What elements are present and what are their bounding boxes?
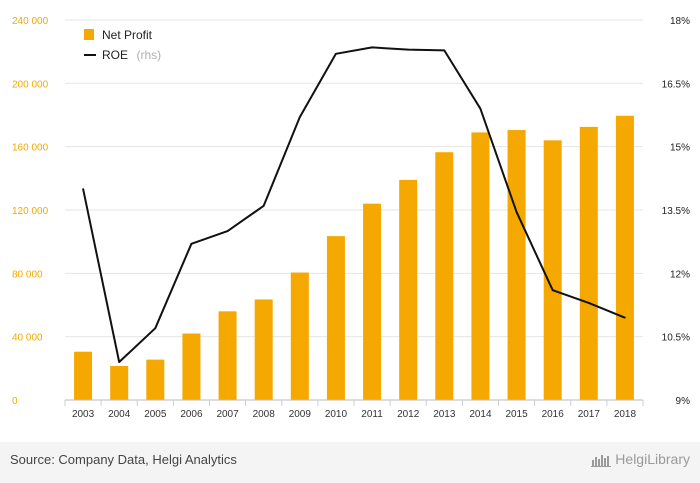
y-right-tick-label: 16.5% — [662, 79, 690, 90]
combo-chart: 0 40 000 80 000 120 000 160 000 200 000 240 00… — [12, 16, 690, 420]
roe-point-2014 — [479, 107, 482, 110]
x-tick-label: 2016 — [542, 409, 565, 420]
x-tick-label: 2003 — [72, 409, 95, 420]
bar-2018 — [615, 115, 634, 401]
roe-point-2012 — [407, 48, 409, 51]
y-right-tick-label: 15% — [670, 143, 690, 154]
legend-label-roe-suffix: (rhs) — [136, 48, 161, 62]
bar-2009 — [290, 272, 309, 400]
legend-swatch-net-profit — [84, 29, 94, 40]
y-right-tick-label: 13.5% — [662, 206, 690, 217]
y-left-tick-label: 80 000 — [12, 269, 43, 280]
y-left-tick-label: 200 000 — [12, 79, 49, 90]
library-icon — [591, 455, 612, 467]
y-left-tick-label: 0 — [12, 396, 18, 407]
legend: Net Profit ROE (rhs) — [84, 28, 161, 63]
x-tick-label: 2008 — [253, 409, 276, 420]
y-right-tick-label: 9% — [676, 396, 691, 407]
legend-label-roe: ROE — [102, 48, 128, 62]
bar-series — [74, 115, 634, 401]
x-tick-label: 2011 — [361, 409, 383, 420]
roe-point-2017 — [588, 302, 590, 304]
footer: Source: Company Data, Helgi Analytics He… — [0, 442, 700, 483]
bar-2015 — [507, 130, 526, 400]
roe-point-2011 — [371, 46, 373, 49]
roe-point-2013 — [443, 49, 446, 52]
y-right-tick-label: 18% — [670, 16, 690, 27]
x-tick-label: 2005 — [144, 409, 167, 420]
x-tick-label: 2006 — [180, 409, 203, 420]
bar-2012 — [399, 179, 418, 400]
roe-point-2009 — [299, 116, 301, 118]
roe-point-2008 — [262, 204, 265, 207]
x-tick-label: 2018 — [614, 409, 637, 420]
y-left-tick-label: 40 000 — [12, 333, 43, 344]
roe-line — [82, 46, 626, 363]
bar-2005 — [146, 359, 165, 400]
roe-point-2015 — [515, 211, 518, 213]
roe-point-2018 — [624, 316, 626, 319]
x-tick-label: 2015 — [505, 409, 528, 420]
x-tick-label: 2004 — [108, 409, 131, 420]
left-axis: 0 40 000 80 000 120 000 160 000 200 000 240 00… — [12, 16, 49, 407]
x-tick-label: 2010 — [325, 409, 348, 420]
roe-point-2007 — [226, 230, 229, 232]
bar-2006 — [182, 333, 201, 400]
roe-point-2003 — [82, 188, 84, 190]
x-tick-label: 2009 — [289, 409, 312, 420]
bar-2013 — [435, 152, 454, 400]
x-tick-label: 2013 — [433, 409, 456, 420]
source-note: Source: Company Data, Helgi Analytics — [10, 452, 237, 467]
roe-point-2016 — [551, 289, 554, 292]
y-right-tick-label: 12% — [670, 269, 690, 280]
brand-logo[interactable]: HelgiLibrary — [591, 451, 690, 467]
bar-2003 — [74, 351, 93, 400]
y-left-tick-label: 160 000 — [12, 143, 49, 154]
y-left-tick-label: 240 000 — [12, 16, 49, 27]
x-tick-label: 2017 — [578, 409, 601, 420]
x-axis: 2003 2004 2005 2006 2007 2008 2009 2010 2011 2012… — [64, 399, 644, 420]
legend-label-net-profit: Net Profit — [102, 28, 153, 42]
x-tick-label: 2014 — [469, 409, 492, 420]
x-tick-label: 2007 — [216, 409, 239, 420]
y-left-tick-label: 120 000 — [12, 206, 49, 217]
bar-2016 — [543, 140, 562, 401]
bar-2007 — [218, 311, 237, 400]
y-right-tick-label: 10.5% — [662, 333, 690, 344]
roe-point-2005 — [154, 327, 157, 330]
line-series — [82, 46, 626, 363]
x-tick-label: 2012 — [397, 409, 420, 420]
roe-point-2006 — [190, 242, 193, 245]
bar-2011 — [363, 203, 382, 400]
right-axis: 9% 10.5% 12% 13.5% 15% 16.5% 18% — [662, 16, 690, 407]
brand-name: HelgiLibrary — [615, 451, 690, 467]
legend-label-roe-group: ROE (rhs) — [102, 46, 161, 63]
bar-2004 — [110, 365, 129, 400]
bar-2017 — [579, 126, 598, 400]
roe-point-2004 — [118, 361, 120, 363]
bar-2008 — [254, 299, 273, 400]
bar-2010 — [326, 236, 345, 400]
roe-point-2010 — [335, 52, 337, 55]
bar-2014 — [471, 132, 490, 400]
